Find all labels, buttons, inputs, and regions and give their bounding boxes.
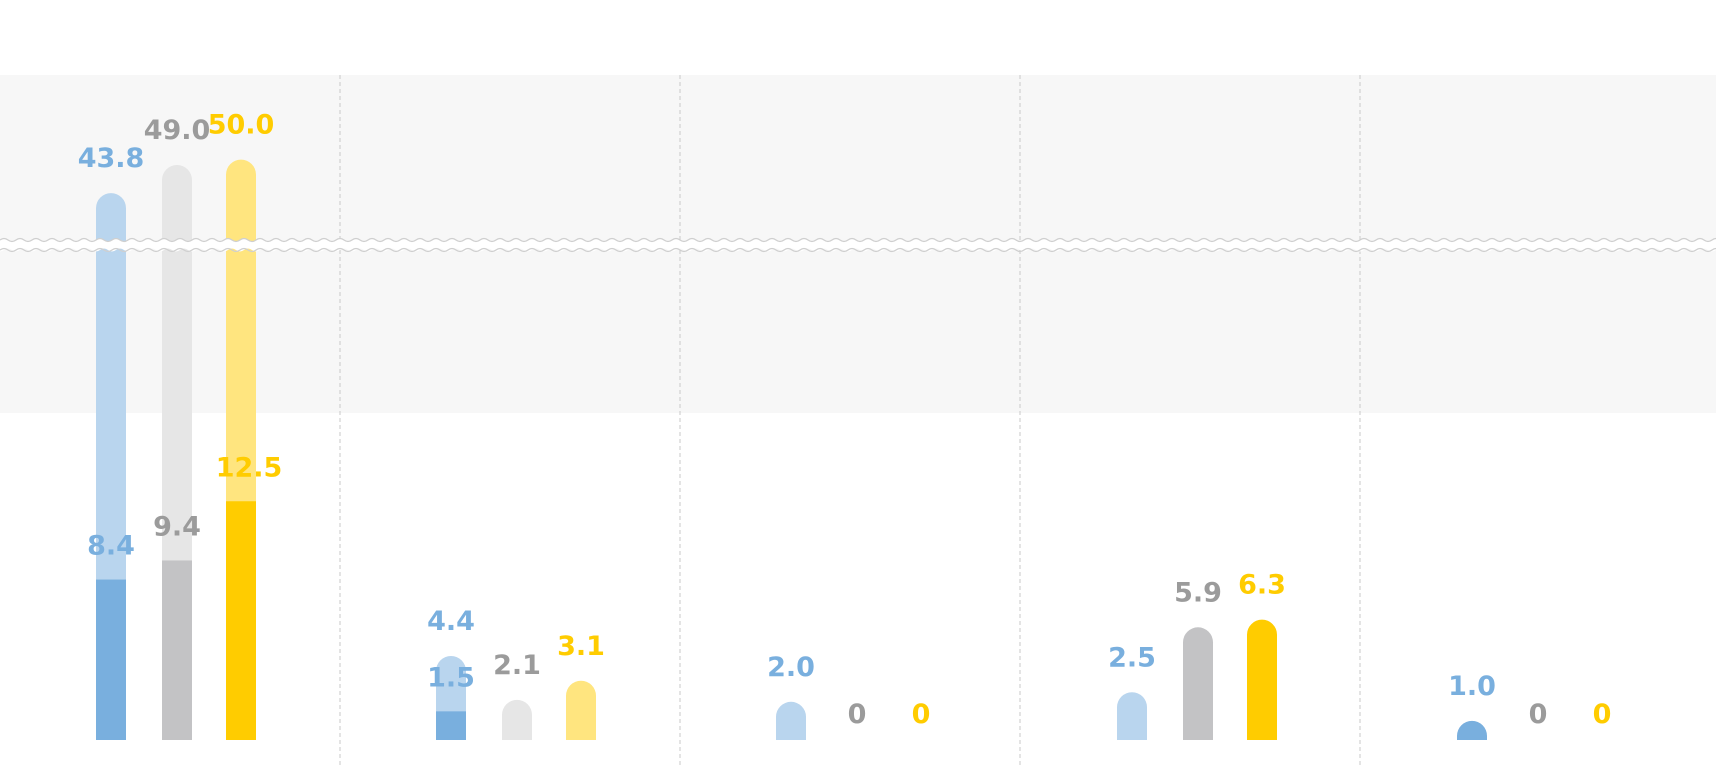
value-label-yellow-group-3: 0 <box>912 699 931 730</box>
bar-gray-group-2 <box>502 699 532 740</box>
value-label-blue-group-2: 4.4 <box>427 606 475 637</box>
bar-yellow-group-4 <box>1247 619 1278 740</box>
group-dividers <box>339 75 1361 767</box>
inner-label-blue-group-1: 8.4 <box>87 531 135 562</box>
bar-inner-blue-group-2 <box>436 711 466 740</box>
inner-label-gray-group-1: 9.4 <box>153 511 201 542</box>
value-labels: 43.8 8.4 49.0 9.4 50.0 12.5 4.4 1.5 2.1 3.1 2.0 0 0 2… <box>78 110 1612 730</box>
bar-inner-gray-group-1 <box>162 560 192 740</box>
value-label-gray-group-3: 0 <box>848 699 867 730</box>
value-label-gray-group-4: 5.9 <box>1174 577 1222 608</box>
axis-break-marker <box>0 237 1716 253</box>
value-label-yellow-group-1: 50.0 <box>208 110 275 141</box>
value-label-yellow-group-4: 6.3 <box>1238 570 1286 601</box>
value-label-yellow-group-2: 3.1 <box>557 631 605 662</box>
bar-gray-group-4 <box>1183 627 1213 740</box>
value-label-yellow-group-5: 0 <box>1593 699 1612 730</box>
bar-inner-yellow-group-1 <box>226 501 256 740</box>
inner-label-yellow-group-1: 12.5 <box>216 452 283 483</box>
value-label-gray-group-1: 49.0 <box>144 115 211 146</box>
bar-series <box>96 159 1487 740</box>
break-line-top <box>0 237 1716 243</box>
bar-yellow-group-2 <box>566 680 596 740</box>
bar-inner-blue-group-1 <box>96 579 126 740</box>
break-line-bottom <box>0 247 1716 253</box>
value-label-gray-group-5: 0 <box>1529 699 1548 730</box>
value-label-blue-group-5: 1.0 <box>1448 671 1496 702</box>
value-label-blue-group-1: 43.8 <box>78 143 145 174</box>
bar-blue-group-3 <box>776 701 806 740</box>
bar-blue-group-5 <box>1457 720 1487 740</box>
value-label-blue-group-4: 2.5 <box>1108 642 1156 673</box>
value-label-gray-group-2: 2.1 <box>493 650 541 681</box>
inner-label-blue-group-2: 1.5 <box>427 662 475 693</box>
bar-blue-group-4 <box>1117 692 1147 740</box>
value-label-blue-group-3: 2.0 <box>767 652 815 683</box>
